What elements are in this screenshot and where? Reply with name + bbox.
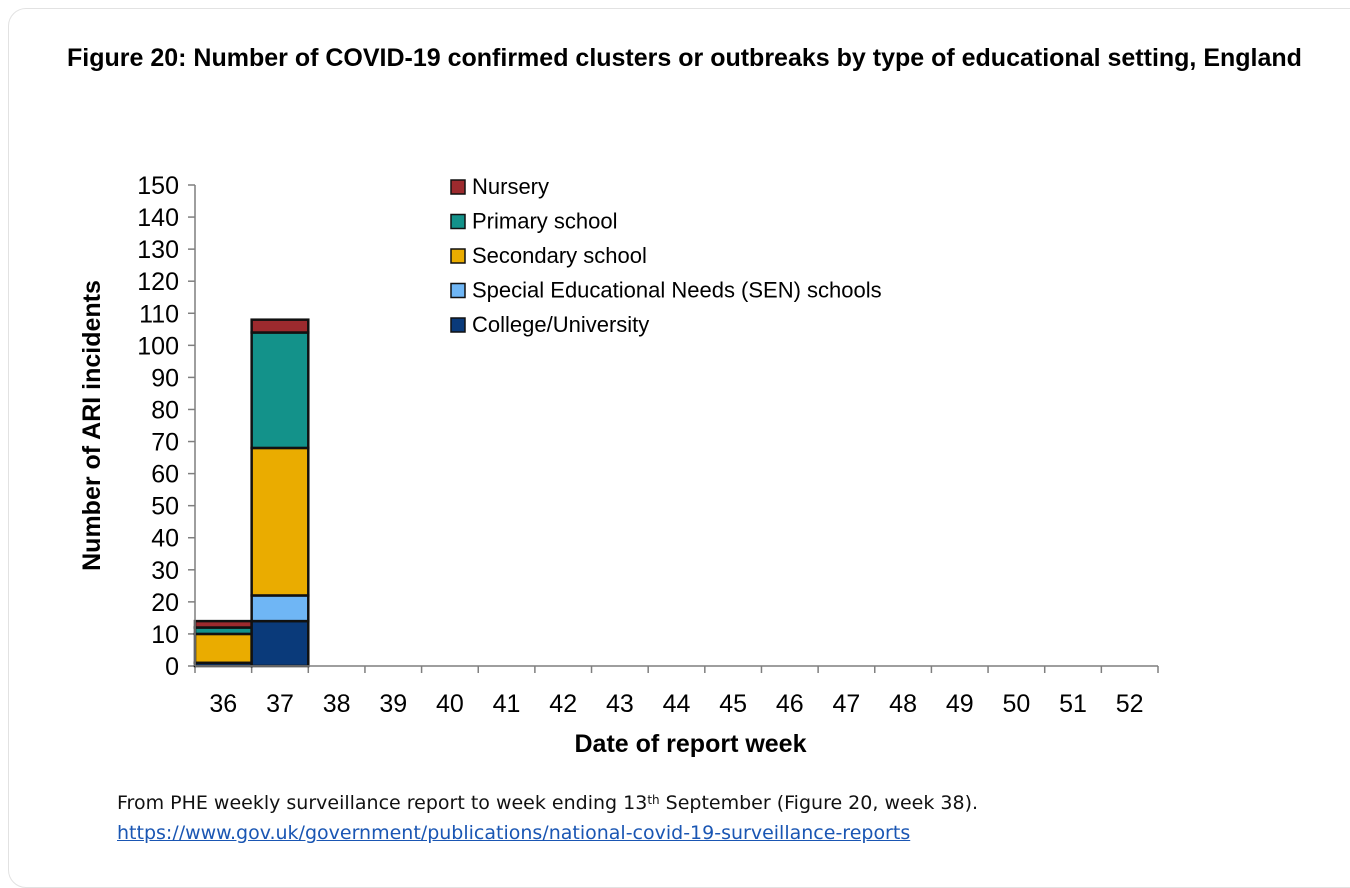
x-tick-label: 51 — [1059, 690, 1087, 718]
bar-segment — [193, 632, 253, 665]
x-tick-label: 48 — [889, 690, 917, 718]
caption-text: From PHE weekly surveillance report to w… — [117, 792, 648, 814]
stacked-bar-chart: 0 10 20 30 40 50 60 70 80 90 100 110 120 130 140 150 36… — [78, 172, 1159, 758]
source-caption: From PHE weekly surveillance report to w… — [117, 788, 978, 848]
y-tick-label: 110 — [139, 300, 179, 328]
bar-segment — [250, 331, 310, 450]
y-axis-ticks: 0 10 20 30 40 50 60 70 80 90 100 110 120 130 140 150 — [137, 172, 195, 681]
bars — [193, 318, 310, 668]
y-tick-label: 10 — [151, 621, 179, 649]
bar-segment — [250, 619, 310, 668]
legend-label: College/University — [472, 312, 649, 337]
bar-segment — [250, 446, 310, 597]
x-axis-title: Date of report week — [574, 730, 806, 758]
y-tick-label: 140 — [137, 204, 179, 232]
y-tick-label: 150 — [137, 172, 179, 200]
legend-label: Primary school — [472, 209, 617, 234]
x-tick-label: 40 — [436, 690, 464, 718]
x-tick-label: 37 — [266, 690, 294, 718]
y-tick-label: 80 — [151, 396, 179, 424]
y-tick-label: 0 — [165, 653, 179, 681]
x-tick-label: 47 — [833, 690, 861, 718]
x-tick-label: 42 — [549, 690, 577, 718]
y-tick-label: 130 — [137, 236, 179, 264]
legend-swatch — [450, 317, 466, 333]
legend-swatch — [450, 179, 466, 195]
x-tick-label: 43 — [606, 690, 634, 718]
y-tick-label: 120 — [137, 268, 179, 296]
legend-label: Secondary school — [472, 243, 647, 268]
x-tick-label: 50 — [1002, 690, 1030, 718]
y-tick-label: 30 — [151, 557, 179, 585]
source-link[interactable]: https://www.gov.uk/government/publicatio… — [117, 822, 911, 844]
legend-label: Special Educational Needs (SEN) schools — [472, 278, 882, 303]
y-tick-label: 40 — [151, 525, 179, 553]
bar-segment — [193, 619, 253, 629]
bar-segment — [250, 594, 310, 623]
y-tick-label: 90 — [151, 364, 179, 392]
bar-segment — [250, 318, 310, 334]
y-tick-label: 60 — [151, 461, 179, 489]
x-tick-label: 52 — [1116, 690, 1144, 718]
x-tick-label: 36 — [209, 690, 237, 718]
caption-text-end: September (Figure 20, week 38). — [659, 792, 979, 814]
y-axis-title: Number of ARI incidents — [78, 280, 106, 571]
x-tick-label: 45 — [719, 690, 747, 718]
legend: Nursery Primary school Secondary school Spe… — [450, 174, 882, 337]
y-tick-label: 20 — [151, 589, 179, 617]
x-axis-ticks: 36 37 38 39 40 41 42 43 44 45 46 47 48 49 50 51 52 — [194, 666, 1159, 718]
x-tick-label: 38 — [323, 690, 351, 718]
legend-swatch — [450, 248, 466, 264]
caption-superscript: th — [647, 793, 660, 807]
figure-title: Figure 20: Number of COVID-19 confirmed … — [67, 44, 1302, 72]
legend-swatch — [450, 282, 466, 299]
y-tick-label: 100 — [137, 332, 179, 360]
legend-label: Nursery — [472, 174, 549, 199]
x-tick-label: 39 — [379, 690, 407, 718]
x-tick-label: 46 — [776, 690, 804, 718]
figure-card — [8, 8, 1350, 888]
y-tick-label: 50 — [151, 493, 179, 521]
x-tick-label: 44 — [663, 690, 691, 718]
x-tick-label: 41 — [493, 690, 521, 718]
x-tick-label: 49 — [946, 690, 974, 718]
legend-swatch — [450, 213, 466, 230]
y-tick-label: 70 — [151, 429, 179, 457]
